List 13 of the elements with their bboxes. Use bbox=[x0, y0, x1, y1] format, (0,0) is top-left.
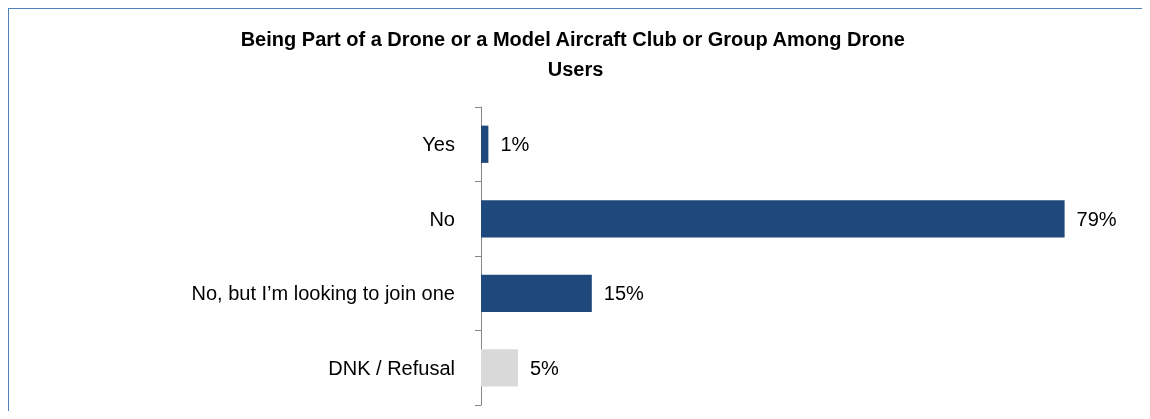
chart-title: Being Part of a Drone or a Model Aircraft Club or Group Among Drone Users bbox=[240, 28, 911, 80]
bar bbox=[481, 125, 489, 163]
bar bbox=[481, 274, 592, 312]
y-tick-label: Yes bbox=[422, 133, 455, 156]
data-label: 5% bbox=[529, 356, 560, 379]
data-label: 79% bbox=[1076, 207, 1117, 230]
y-tick-label: No bbox=[429, 207, 455, 230]
bar bbox=[481, 349, 518, 387]
bar bbox=[481, 200, 1065, 238]
y-tick-label: No, but I’m looking to join one bbox=[191, 282, 455, 305]
data-label: 15% bbox=[603, 282, 645, 305]
data-label: 1% bbox=[500, 133, 530, 156]
y-tick-label: DNK / Refusal bbox=[328, 356, 455, 379]
